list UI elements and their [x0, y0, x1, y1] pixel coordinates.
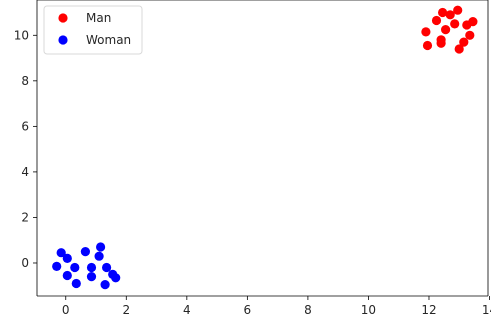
x-tick-label: 8 [304, 303, 312, 317]
data-point [111, 273, 121, 283]
data-point [436, 38, 446, 48]
data-point [445, 10, 455, 20]
data-point [96, 242, 106, 252]
data-points [52, 5, 478, 290]
data-point [441, 25, 451, 35]
x-tick-label: 12 [421, 303, 436, 317]
y-tick-label: 4 [21, 165, 29, 179]
data-point [438, 7, 448, 18]
data-point [465, 30, 475, 40]
legend-label-man: Man [86, 11, 111, 25]
data-point [100, 280, 110, 290]
legend: Man Woman [43, 5, 143, 55]
data-point [453, 5, 463, 15]
data-point [454, 44, 464, 54]
y-tick-label: 6 [21, 119, 29, 133]
series-woman [52, 242, 121, 290]
data-point [422, 40, 433, 51]
data-point [70, 262, 80, 273]
x-tick-label: 14 [482, 303, 491, 317]
series-man [421, 5, 478, 54]
y-tick-label: 10 [14, 28, 29, 42]
x-tick-label: 0 [62, 303, 70, 317]
x-tick-label: 6 [244, 303, 252, 317]
x-tick-label: 2 [122, 303, 130, 317]
y-tick-label: 2 [21, 210, 29, 224]
data-point [62, 253, 72, 263]
x-tick-label: 10 [361, 303, 376, 317]
data-point [421, 27, 431, 37]
data-point [462, 20, 472, 30]
y-tick-label: 8 [21, 74, 29, 88]
x-tick-label: 4 [183, 303, 191, 317]
data-point [56, 248, 66, 258]
y-tick-label: 0 [21, 256, 29, 270]
data-point [52, 261, 62, 271]
legend-marker-woman [58, 35, 68, 45]
data-point [86, 272, 97, 282]
data-point [71, 278, 81, 289]
data-point [431, 15, 442, 26]
legend-marker-man [58, 13, 68, 23]
data-point [62, 270, 72, 281]
data-point [80, 247, 90, 257]
data-point [86, 262, 97, 273]
axes: 0 2 4 6 8 10 12 14 0 2 4 6 8 10 [14, 0, 491, 317]
data-point [102, 262, 112, 273]
data-point [459, 37, 469, 47]
legend-box [43, 5, 143, 55]
legend-label-woman: Woman [86, 33, 131, 47]
data-point [450, 19, 460, 29]
data-point [94, 251, 104, 261]
